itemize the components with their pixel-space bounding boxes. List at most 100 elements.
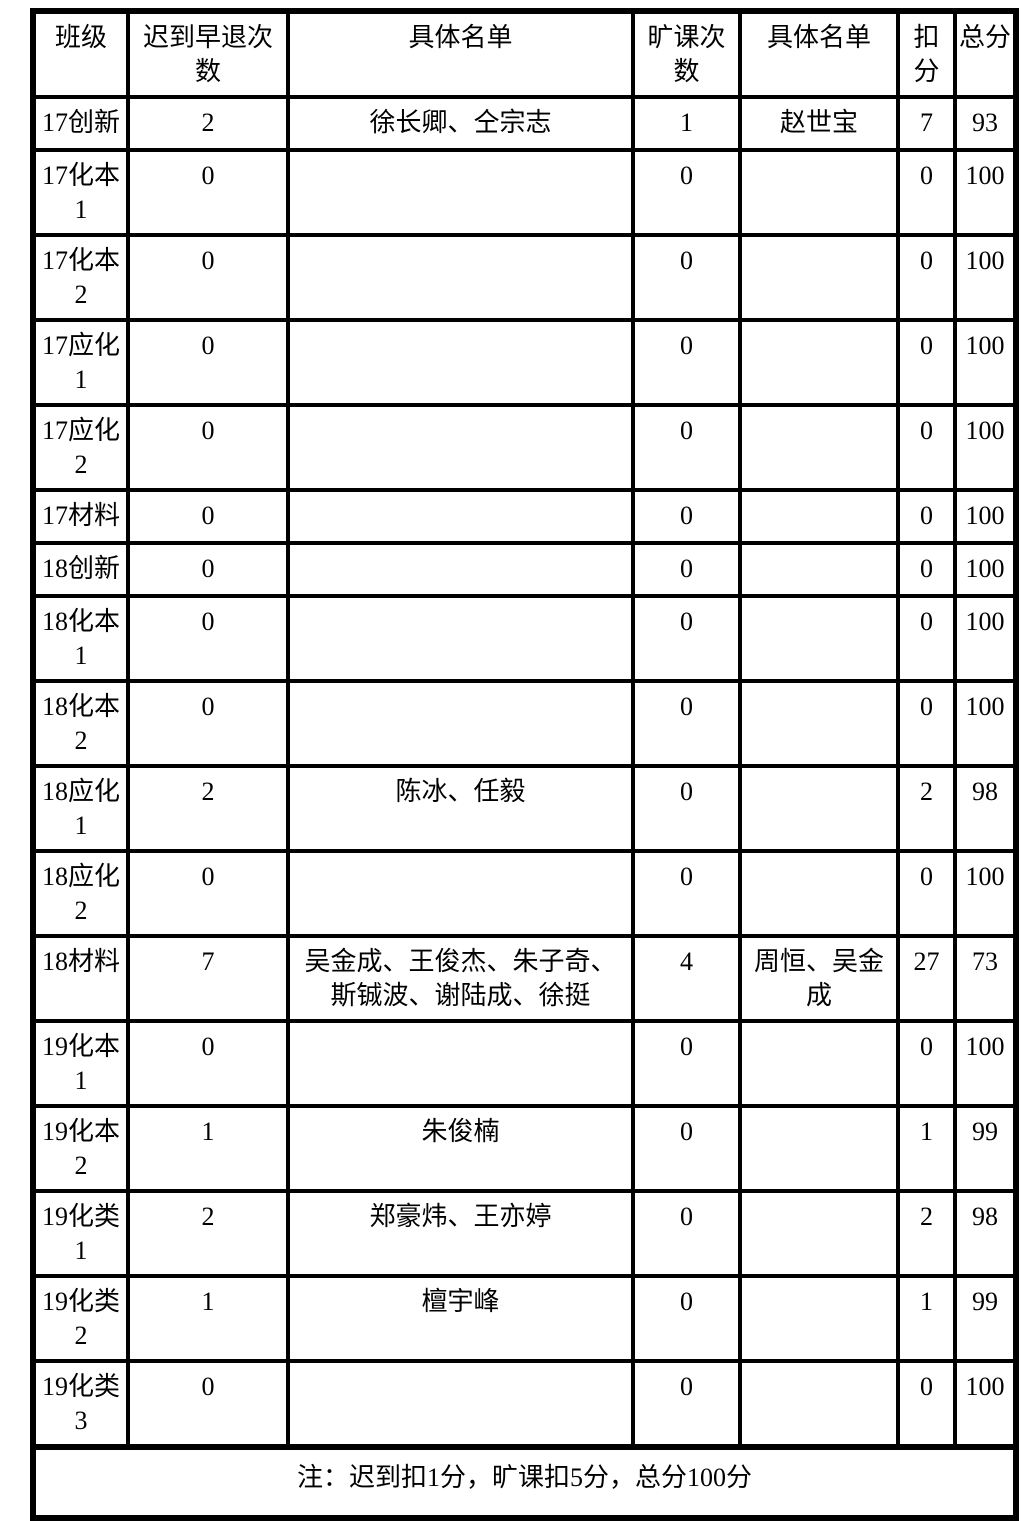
cell-absent-count: 0	[631, 679, 742, 768]
table-row: 18材料 7 吴金成、王俊杰、朱子奇、斯铖波、谢陆成、徐挺 4 周恒、吴金成 27 73	[31, 934, 1018, 1023]
cell-class: 18应化1	[31, 764, 130, 853]
cell-absent-count: 0	[631, 541, 742, 598]
cell-total: 99	[953, 1104, 1018, 1193]
header-total: 总分	[953, 9, 1018, 99]
cell-class: 17化本2	[31, 233, 130, 322]
cell-late-count: 2	[126, 764, 290, 853]
cell-late-names	[286, 541, 635, 598]
cell-absent-names: 赵世宝	[738, 95, 900, 152]
note-text: 注：迟到扣1分，旷课扣5分，总分100分	[31, 1444, 1018, 1520]
header-class: 班级	[31, 9, 130, 99]
table-row: 18创新 0 0 0 100	[31, 541, 1018, 598]
note-row: 注：迟到扣1分，旷课扣5分，总分100分	[31, 1444, 1018, 1520]
header-late-count: 迟到早退次数	[126, 9, 290, 99]
table-row: 19化本2 1 朱俊楠 0 1 99	[31, 1104, 1018, 1193]
cell-absent-count: 0	[631, 1104, 742, 1193]
cell-total: 100	[953, 148, 1018, 237]
table-row: 19化类2 1 檀宇峰 0 1 99	[31, 1274, 1018, 1363]
cell-class: 17化本1	[31, 148, 130, 237]
cell-deduction: 0	[896, 679, 957, 768]
table-row: 19化类3 0 0 0 100	[31, 1359, 1018, 1449]
cell-late-count: 1	[126, 1104, 290, 1193]
table-row: 17化本1 0 0 0 100	[31, 148, 1018, 237]
cell-deduction: 0	[896, 148, 957, 237]
cell-late-names	[286, 1019, 635, 1108]
cell-class: 18材料	[31, 934, 130, 1023]
cell-deduction: 0	[896, 233, 957, 322]
cell-class: 17应化1	[31, 318, 130, 407]
cell-class: 19化类2	[31, 1274, 130, 1363]
cell-late-count: 1	[126, 1274, 290, 1363]
cell-absent-count: 0	[631, 233, 742, 322]
cell-absent-count: 0	[631, 318, 742, 407]
cell-deduction: 27	[896, 934, 957, 1023]
header-absent-names: 具体名单	[738, 9, 900, 99]
cell-absent-names	[738, 541, 900, 598]
cell-class: 17创新	[31, 95, 130, 152]
cell-absent-count: 0	[631, 1359, 742, 1449]
cell-deduction: 0	[896, 318, 957, 407]
cell-class: 19化本2	[31, 1104, 130, 1193]
cell-total: 98	[953, 764, 1018, 853]
cell-absent-count: 0	[631, 148, 742, 237]
cell-late-names	[286, 594, 635, 683]
cell-deduction: 7	[896, 95, 957, 152]
table-row: 17材料 0 0 0 100	[31, 488, 1018, 545]
cell-absent-count: 0	[631, 764, 742, 853]
cell-total: 99	[953, 1274, 1018, 1363]
cell-late-count: 0	[126, 541, 290, 598]
cell-class: 19化类3	[31, 1359, 130, 1449]
cell-deduction: 0	[896, 1019, 957, 1108]
cell-total: 100	[953, 488, 1018, 545]
cell-late-names: 吴金成、王俊杰、朱子奇、斯铖波、谢陆成、徐挺	[286, 934, 635, 1023]
cell-late-count: 0	[126, 1019, 290, 1108]
cell-absent-names	[738, 1019, 900, 1108]
cell-total: 98	[953, 1189, 1018, 1278]
cell-deduction: 0	[896, 403, 957, 492]
cell-total: 93	[953, 95, 1018, 152]
cell-late-names: 陈冰、任毅	[286, 764, 635, 853]
cell-absent-names	[738, 849, 900, 938]
cell-absent-names	[738, 679, 900, 768]
cell-late-names: 朱俊楠	[286, 1104, 635, 1193]
cell-late-names	[286, 679, 635, 768]
cell-late-count: 0	[126, 679, 290, 768]
cell-absent-names	[738, 148, 900, 237]
cell-late-count: 0	[126, 403, 290, 492]
cell-late-count: 2	[126, 1189, 290, 1278]
cell-class: 19化类1	[31, 1189, 130, 1278]
cell-late-count: 0	[126, 233, 290, 322]
cell-deduction: 1	[896, 1274, 957, 1363]
table-row: 18应化2 0 0 0 100	[31, 849, 1018, 938]
attendance-score-sheet: 班级 迟到早退次数 具体名单 旷课次数 具体名单 扣分 总分 17创新 2 徐长卿、…	[30, 8, 1019, 1521]
cell-deduction: 2	[896, 764, 957, 853]
cell-late-count: 0	[126, 594, 290, 683]
cell-class: 18应化2	[31, 849, 130, 938]
table-row: 17应化1 0 0 0 100	[31, 318, 1018, 407]
cell-absent-count: 0	[631, 403, 742, 492]
cell-total: 100	[953, 1359, 1018, 1449]
cell-absent-names	[738, 594, 900, 683]
cell-class: 17应化2	[31, 403, 130, 492]
cell-absent-names	[738, 1274, 900, 1363]
cell-deduction: 0	[896, 541, 957, 598]
cell-deduction: 0	[896, 849, 957, 938]
cell-absent-names	[738, 1189, 900, 1278]
cell-late-names	[286, 318, 635, 407]
table-row: 19化类1 2 郑豪炜、王亦婷 0 2 98	[31, 1189, 1018, 1278]
cell-late-names	[286, 849, 635, 938]
cell-late-names	[286, 1359, 635, 1449]
cell-absent-count: 0	[631, 594, 742, 683]
cell-deduction: 0	[896, 594, 957, 683]
cell-late-count: 2	[126, 95, 290, 152]
cell-absent-names	[738, 1104, 900, 1193]
cell-late-names	[286, 148, 635, 237]
cell-absent-count: 0	[631, 488, 742, 545]
header-absent-count: 旷课次数	[631, 9, 742, 99]
table-row: 19化本1 0 0 0 100	[31, 1019, 1018, 1108]
cell-absent-count: 0	[631, 1274, 742, 1363]
cell-absent-names	[738, 403, 900, 492]
cell-late-names	[286, 488, 635, 545]
table-row: 18化本2 0 0 0 100	[31, 679, 1018, 768]
table-row: 17化本2 0 0 0 100	[31, 233, 1018, 322]
